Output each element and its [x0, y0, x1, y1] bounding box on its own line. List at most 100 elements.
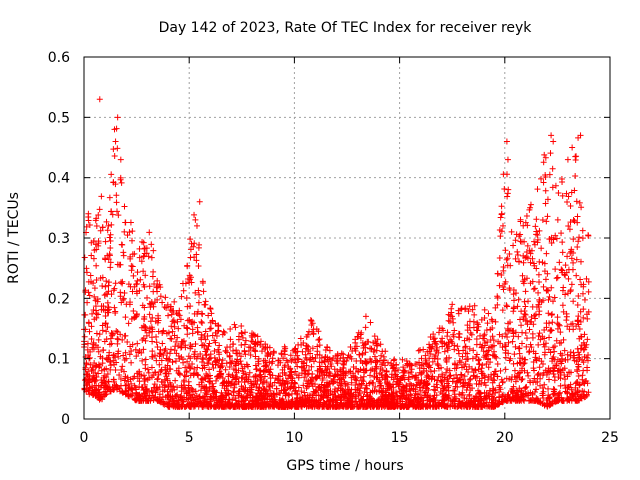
- data-point: [182, 342, 189, 349]
- data-point: [581, 380, 588, 387]
- data-point: [565, 396, 572, 403]
- data-point: [527, 259, 534, 266]
- data-point: [221, 329, 228, 336]
- data-point: [550, 354, 557, 361]
- data-point: [85, 217, 92, 224]
- data-point: [309, 345, 316, 352]
- data-point: [90, 339, 97, 346]
- data-point: [90, 346, 97, 353]
- data-point: [475, 357, 482, 364]
- data-point: [184, 262, 191, 269]
- data-point: [316, 383, 323, 390]
- data-point: [520, 280, 527, 287]
- data-point: [90, 366, 97, 373]
- data-point: [565, 266, 572, 273]
- data-point: [489, 379, 496, 386]
- data-point: [292, 368, 299, 375]
- data-point: [157, 284, 164, 291]
- data-point: [534, 236, 541, 243]
- data-point: [494, 360, 501, 367]
- data-point: [320, 388, 327, 395]
- data-point: [482, 382, 489, 389]
- data-point: [102, 320, 109, 327]
- data-point: [583, 354, 590, 361]
- data-point: [206, 340, 213, 347]
- data-point: [488, 399, 495, 406]
- data-point: [523, 335, 530, 342]
- x-tick-label: 15: [391, 430, 409, 446]
- data-point: [194, 364, 201, 371]
- data-point: [195, 372, 202, 379]
- data-point: [367, 367, 374, 374]
- data-point: [416, 401, 423, 408]
- data-point: [462, 344, 469, 351]
- data-point: [227, 325, 234, 332]
- y-tick-label: 0.1: [48, 352, 70, 368]
- data-point: [390, 357, 397, 364]
- data-point: [574, 368, 581, 375]
- data-point: [140, 390, 147, 397]
- data-point: [573, 272, 580, 279]
- data-point: [471, 302, 478, 309]
- data-point: [444, 347, 451, 354]
- data-point: [308, 317, 315, 324]
- data-point: [217, 363, 224, 370]
- data-point: [140, 346, 147, 353]
- data-point: [422, 352, 429, 359]
- data-point: [298, 388, 305, 395]
- data-point: [230, 365, 237, 372]
- data-point: [499, 307, 506, 314]
- data-point: [197, 387, 204, 394]
- data-point: [445, 396, 452, 403]
- data-point: [349, 348, 356, 355]
- data-point: [546, 320, 553, 327]
- data-point: [158, 367, 165, 374]
- data-point: [103, 218, 110, 225]
- data-point: [469, 365, 476, 372]
- data-point: [486, 403, 493, 410]
- data-point: [483, 360, 490, 367]
- data-point: [107, 335, 114, 342]
- data-point: [209, 317, 216, 324]
- data-point: [259, 402, 266, 409]
- data-point: [283, 402, 290, 409]
- data-point: [100, 347, 107, 354]
- data-point: [486, 387, 493, 394]
- data-point: [426, 348, 433, 355]
- data-point: [577, 276, 584, 283]
- data-point: [187, 236, 194, 243]
- data-point: [564, 156, 571, 163]
- data-point: [307, 377, 314, 384]
- data-point: [373, 347, 380, 354]
- data-point: [85, 388, 92, 395]
- data-point: [493, 354, 500, 361]
- data-point: [86, 373, 93, 380]
- data-point: [383, 395, 390, 402]
- data-point: [497, 214, 504, 221]
- data-point: [518, 387, 525, 394]
- data-point: [460, 347, 467, 354]
- data-point: [564, 384, 571, 391]
- data-point: [242, 337, 249, 344]
- data-point: [281, 386, 288, 393]
- data-point: [227, 336, 234, 343]
- data-point: [464, 322, 471, 329]
- data-point: [184, 358, 191, 365]
- data-point: [103, 383, 110, 390]
- data-point: [247, 352, 254, 359]
- data-point: [142, 337, 149, 344]
- data-point: [387, 383, 394, 390]
- data-point: [231, 321, 238, 328]
- data-point: [142, 385, 149, 392]
- data-point: [430, 331, 437, 338]
- data-point: [360, 403, 367, 410]
- data-point: [252, 353, 259, 360]
- data-point: [114, 340, 121, 347]
- data-point: [169, 387, 176, 394]
- data-point: [461, 363, 468, 370]
- data-point: [230, 389, 237, 396]
- data-point: [216, 368, 223, 375]
- data-point: [167, 396, 174, 403]
- data-point: [263, 362, 270, 369]
- data-point: [473, 341, 480, 348]
